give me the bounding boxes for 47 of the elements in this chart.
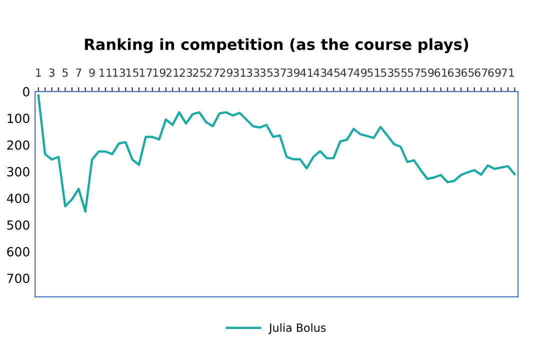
x-tick-label: 1 [36,68,41,77]
x-tick-label: 51 [368,68,380,77]
y-tick-label: 200 [7,140,30,150]
x-tick-label: 63 [448,68,460,77]
x-tick-label: 29 [220,68,232,77]
x-tick-label: 55 [394,68,407,77]
x-tick-label: 15 [126,68,138,77]
x-tick-label: 53 [380,68,394,77]
x-tick-label: 27 [206,68,219,77]
legend-label: Julia Bolus [268,323,326,334]
x-tick-label: 19 [153,68,166,77]
x-tick-label: 71 [502,68,514,77]
x-tick-label: 45 [326,68,340,77]
y-tick-label: 100 [8,114,30,124]
y-tick-label: 500 [7,220,30,230]
y-tick-label: 700 [7,274,30,284]
x-tick-label: 61 [434,68,447,77]
x-tick-label: 31 [233,68,246,77]
x-tick-label: 33 [246,68,260,77]
x-tick-label: 67 [474,68,488,77]
x-tick-label: 57 [408,68,420,77]
x-tick-label: 25 [193,68,206,77]
x-tick-label: 47 [340,68,354,77]
x-tick-label: 65 [461,68,474,77]
x-tick-label: 17 [140,68,152,77]
x-tick-label: 49 [354,68,367,77]
x-tick-label: 7 [76,68,82,77]
x-tick-label: 39 [287,68,300,77]
y-tick-label: 400 [6,194,30,204]
x-tick-label: 23 [180,68,192,77]
x-tick-label: 37 [274,68,286,77]
line-series [37,94,516,213]
x-tick-label: 69 [488,68,501,77]
x-tick-label: 11 [100,68,112,77]
y-tick-label: 0 [23,86,30,96]
x-tick-label: 43 [314,68,326,77]
x-tick-label: 3 [49,68,54,77]
x-tick-label: 59 [421,68,434,77]
x-tick-label: 21 [166,68,179,77]
y-tick-label: 300 [7,166,30,176]
x-tick-label: 13 [113,68,126,77]
x-tick-label: 41 [300,68,313,77]
x-tick-label: 9 [89,68,95,77]
x-tick-label: 35 [260,68,273,77]
chart-title: Ranking in competition (as the course plays) [85,38,468,54]
y-tick-label: 600 [7,246,30,256]
x-tick-label: 5 [62,68,68,77]
